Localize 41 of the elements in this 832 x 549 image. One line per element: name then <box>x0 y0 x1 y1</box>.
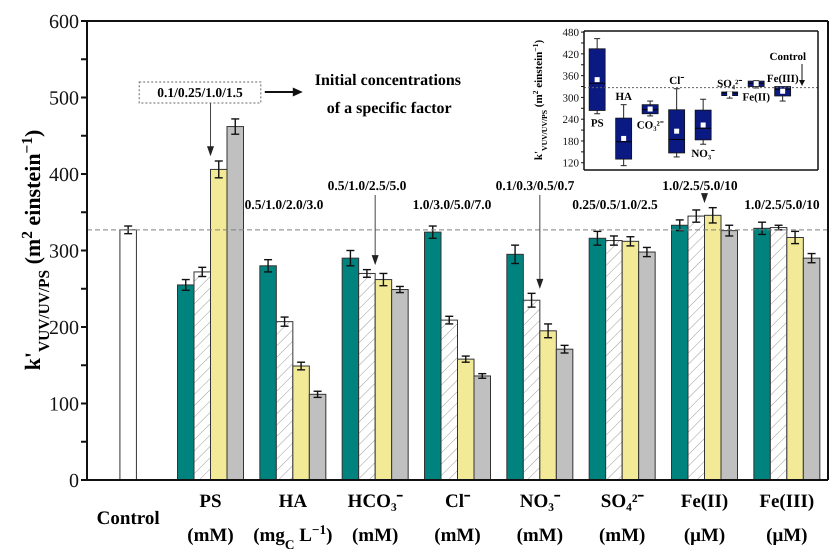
y-tick-label: 500 <box>49 88 79 110</box>
x-tick-label: Control <box>96 508 160 529</box>
x-tick-label: NO₃⁻ <box>691 148 716 160</box>
annotation: 1.0/3.0/5.0/7.0 <box>412 197 492 212</box>
y-tick-label: 300 <box>562 92 580 104</box>
x-tick-label: CO₃²⁻ <box>636 120 664 132</box>
x-tick-label: Cl⁻ (mM) <box>434 491 481 546</box>
x-tick-label: NO₃⁻ (mM) <box>516 491 564 546</box>
annotation: 1.0/2.5/5.0/10 <box>662 178 738 193</box>
y-tick-label: 100 <box>49 394 79 416</box>
y-tick-label: 300 <box>49 240 79 263</box>
x-tick-label: HCO₃⁻ (mM) <box>348 491 404 546</box>
annotation: Initial concentrations of a specific factor <box>314 72 462 117</box>
annotation: 1.0/2.5/5.0/10 <box>744 197 820 212</box>
y-tick-label: 420 <box>562 48 580 61</box>
annotation: 0.1/0.3/0.5/0.7 <box>496 178 575 193</box>
x-tick-label: SO₄²⁻ (mM) <box>598 491 646 546</box>
y-tick-label: 120 <box>562 158 580 170</box>
annotation: 0.1/0.25/1.0/1.5 <box>157 85 243 100</box>
x-tick-label: Fe(II) (μM) <box>680 491 728 546</box>
annotation: Control <box>770 51 806 63</box>
annotation: 0.5/1.0/2.0/3.0 <box>244 197 324 212</box>
y-tick-label: 360 <box>562 70 580 83</box>
y-tick-label: 600 <box>49 11 79 34</box>
y-tick-label: 180 <box>562 136 580 148</box>
annotation: 0.25/0.5/1.0/2.5 <box>572 197 658 212</box>
x-tick-label: SO₄²⁻ <box>717 78 742 90</box>
x-tick-label: Fe(III) (μM) <box>759 491 814 546</box>
bar <box>119 229 137 480</box>
y-tick-label: 400 <box>49 164 79 186</box>
y-tick-label: 0 <box>69 470 79 492</box>
x-tick-label: Cl⁻ <box>669 75 684 88</box>
y-tick-label: 240 <box>562 114 580 126</box>
x-tick-label: Fe(II) <box>742 91 770 104</box>
x-tick-label: PS (mM) <box>187 491 234 546</box>
annotation: 0.5/1.0/2.5/5.0 <box>328 178 407 193</box>
x-tick-label: HA <box>616 91 632 104</box>
x-tick-label: Fe(III) <box>766 72 799 85</box>
x-tick-label: HA (mg$_{C}$ L$^{−1}$) <box>253 491 332 549</box>
y-tick-label: 480 <box>562 26 580 39</box>
x-tick-label: PS <box>590 117 604 130</box>
